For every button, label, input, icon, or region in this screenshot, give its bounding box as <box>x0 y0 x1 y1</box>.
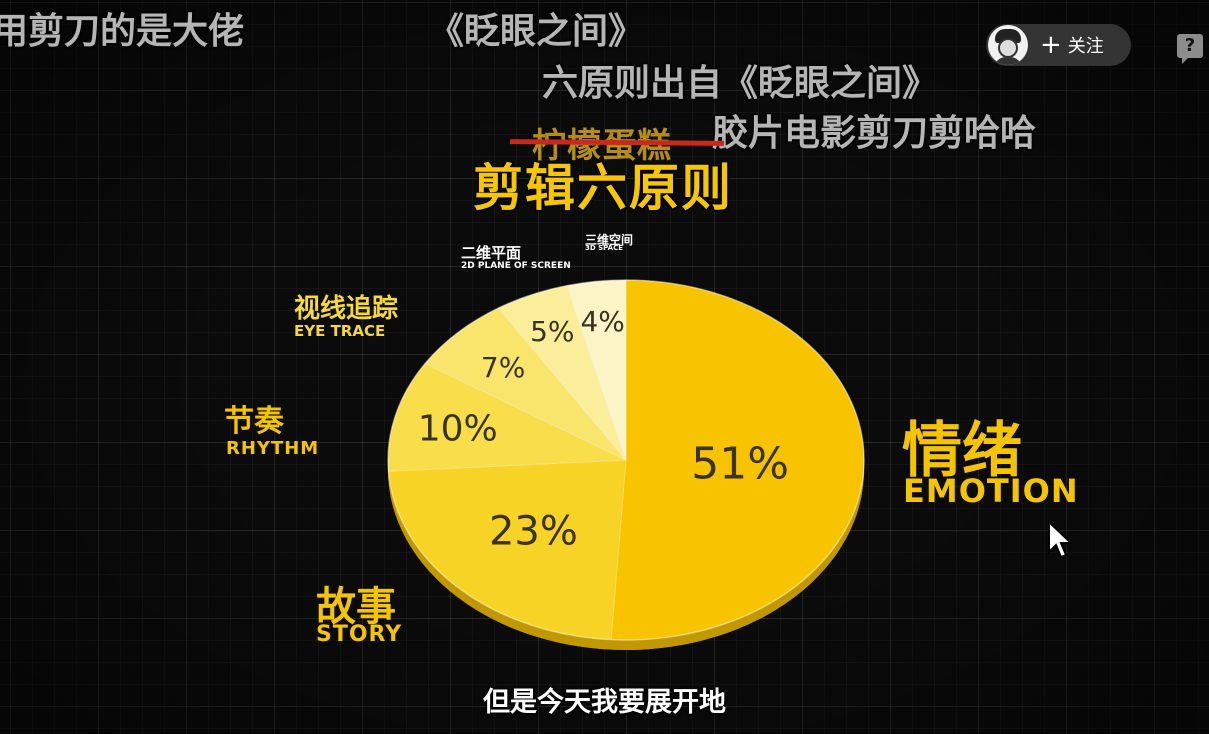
pie-slice-eye-trace <box>424 307 627 461</box>
pie-slice-3d-space <box>566 279 627 461</box>
pie-pct-label: 7% <box>481 351 525 384</box>
pie-slice-rhythm <box>387 362 627 472</box>
pie-pct-label: 4% <box>580 305 624 338</box>
danmaku-comment: 《眨眼之间》 <box>428 11 645 52</box>
uploader-avatar[interactable] <box>988 25 1028 65</box>
label-rhythm-zh: 节奏 <box>224 404 284 439</box>
label-emotion-zh: 情绪 <box>902 416 1022 486</box>
danmaku-comment: 六原则出自《眨眼之间》 <box>542 63 939 104</box>
pie-pct-label: 23% <box>489 508 578 554</box>
label-story-zh: 故事 <box>316 584 396 630</box>
follow-button[interactable]: + 关注 <box>986 24 1131 66</box>
label-3d-space-en: 3D SPACE <box>585 244 623 252</box>
pie-pct-label: 5% <box>530 315 574 348</box>
follow-label: 关注 <box>1067 36 1104 57</box>
label-eye-trace-zh: 视线追踪 <box>294 294 399 324</box>
label-story-en: STORY <box>316 622 403 647</box>
label-rhythm-en: RHYTHM <box>226 438 320 459</box>
pie-outline <box>387 279 865 641</box>
mouse-cursor-icon <box>1048 520 1073 559</box>
pie-pct-label: 10% <box>418 408 498 449</box>
label-3d-space-zh: 三维空间 <box>585 233 634 247</box>
pie-slice-story <box>387 459 627 641</box>
label-eye-trace-en: EYE TRACE <box>294 322 386 340</box>
chart-title: 剪辑六原则 <box>473 159 733 217</box>
label-emotion-en: EMOTION <box>903 472 1079 510</box>
crossed-out-text: 柠檬蛋糕 <box>532 126 672 166</box>
label-2d-plane-zh: 二维平面 <box>461 244 522 262</box>
video-subtitle: 但是今天我要展开地 <box>483 687 726 718</box>
danmaku-comment: 胶片电影剪刀剪哈哈 <box>712 113 1037 154</box>
help-icon[interactable]: ? <box>1177 34 1203 64</box>
plus-icon: + <box>1040 30 1062 60</box>
pie-slice-2d-plane-of-screen <box>497 285 627 461</box>
danmaku-comment: 用剪刀的是大佬 <box>0 11 245 52</box>
pie-pct-label: 51% <box>691 439 789 490</box>
label-2d-plane-en: 2D PLANE OF SCREEN <box>461 261 571 271</box>
pie-slice-emotion <box>610 279 865 641</box>
